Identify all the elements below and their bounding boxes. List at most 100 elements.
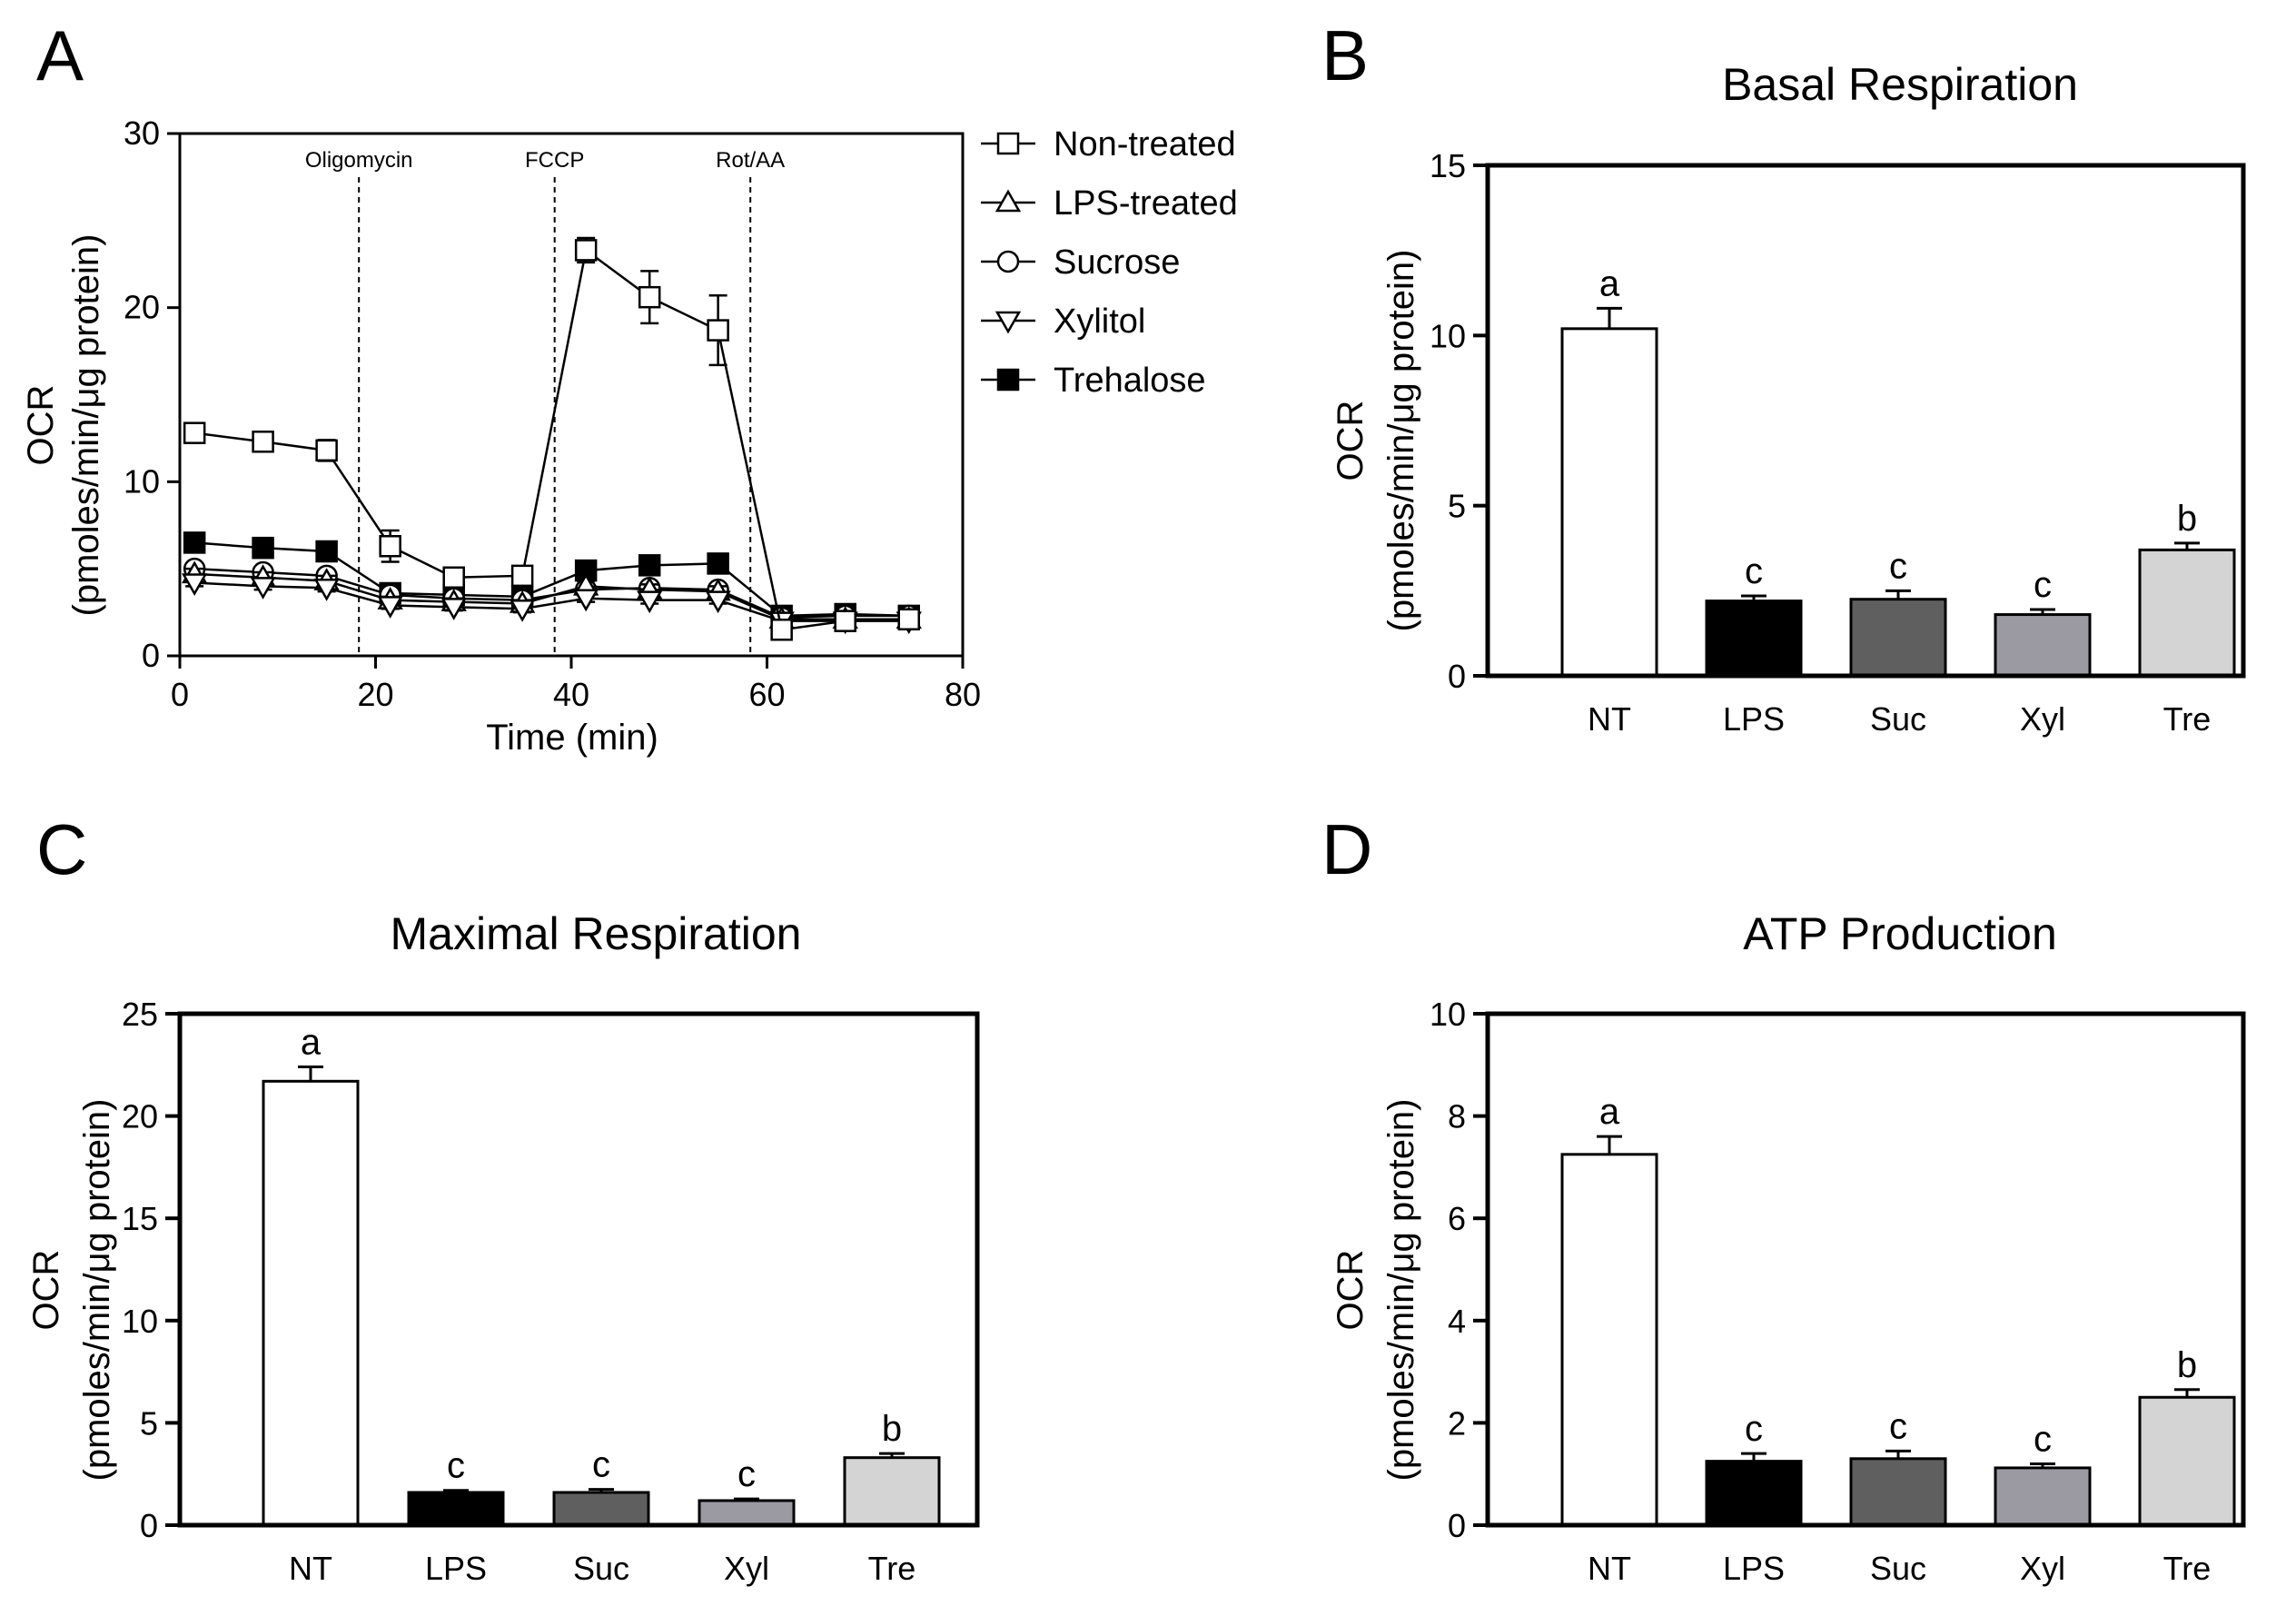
panel-a-plot: 0 10 20 30 0 20 40 60 80 Oligomycin FCCP Rot/AA (124, 114, 981, 713)
panel-a-legend: Non-treated LPS-treated Sucrose Xylitol Treh… (981, 125, 1238, 400)
panel-b-ytick-label: 5 (1448, 488, 1466, 525)
panel-c-ylabel: OCR (26, 1250, 66, 1331)
panel-b: B Basal Respiration a NT c LPS c Suc c Xyl b Tre 0… (1321, 15, 2246, 738)
data-point-xylitol (705, 590, 731, 614)
legend-marker-non-treated (996, 132, 1020, 155)
panel-c-bar-suc (552, 1491, 650, 1527)
panel-a-xtick-label: 80 (945, 676, 981, 713)
panel-b-xtick-label-tre: Tre (2163, 700, 2212, 738)
data-point-non-treated (897, 608, 920, 630)
panel-c-ytick-label: 20 (122, 1098, 158, 1135)
panel-d-bar-suc (1849, 1457, 1947, 1527)
data-point-non-treated (834, 610, 856, 632)
panel-d-ylabel-unit: (pmoles/min/μg protein) (1381, 1099, 1421, 1482)
panel-d-xtick-label-tre: Tre (2163, 1550, 2212, 1587)
panel-c-bar-nt (262, 1079, 360, 1527)
data-point-non-treated (574, 239, 598, 262)
panel-b-frame (1485, 163, 2246, 679)
panel-c-xtick-label-suc: Suc (573, 1550, 629, 1587)
panel-b-ytick-label: 15 (1430, 147, 1466, 184)
panel-d-bar-nt (1560, 1153, 1658, 1527)
panel-c-xtick-label-nt: NT (289, 1550, 332, 1587)
panel-c-sig-letter-lps: c (447, 1446, 465, 1486)
panel-b-sig-letter-nt: a (1599, 263, 1620, 303)
panel-a-xtick-label: 40 (553, 676, 589, 713)
panel-c-sig-letter-suc: c (592, 1445, 610, 1485)
panel-b-sig-letter-lps: c (1745, 551, 1763, 591)
panel-a-ytick-label: 0 (142, 637, 160, 674)
panel-d-xtick-label-lps: LPS (1723, 1550, 1785, 1587)
panel-b-letter: B (1321, 15, 1369, 95)
panel-c-title: Maximal Respiration (391, 908, 802, 959)
panel-b-bar-xyl (1994, 613, 2092, 678)
panel-c-bar-tre (843, 1456, 941, 1527)
panel-a-xtick-label: 0 (171, 676, 189, 713)
panel-d-sig-letter-tre: b (2177, 1345, 2197, 1385)
panel-d-sig-letter-suc: c (1889, 1406, 1907, 1446)
panel-c-bar-xyl (698, 1499, 796, 1527)
panel-b-sig-letter-tre: b (2177, 499, 2197, 539)
panel-b-bar-tre (2138, 548, 2236, 678)
panel-d-letter: D (1321, 809, 1372, 889)
panel-a-letter: A (36, 15, 84, 95)
panel-b-bar-suc (1849, 598, 1947, 678)
panel-c-xtick-label-xyl: Xyl (724, 1550, 769, 1587)
panel-a-xtick-label: 20 (357, 676, 393, 713)
legend-marker-sucrose (996, 250, 1020, 273)
panel-d-sig-letter-nt: a (1599, 1092, 1620, 1132)
panel-c-ytick-label: 10 (122, 1303, 158, 1340)
panel-d-ytick-label: 4 (1448, 1303, 1466, 1340)
data-point-xylitol (637, 590, 663, 614)
panel-a-injection-label: Rot/AA (716, 148, 785, 173)
panel-b-ytick-label: 10 (1430, 317, 1466, 354)
legend-label-lps-treated: LPS-treated (1054, 184, 1238, 223)
panel-d-frame (1485, 1011, 2246, 1528)
panel-c-xtick-label-tre: Tre (868, 1550, 916, 1587)
panel-d-ytick-label: 6 (1448, 1200, 1466, 1237)
panel-b-xtick-label-nt: NT (1588, 700, 1631, 738)
panel-d-ytick-label: 8 (1448, 1098, 1466, 1135)
data-point-non-treated (183, 421, 206, 444)
panel-a-injection-label: FCCP (525, 148, 584, 173)
panel-b-title: Basal Respiration (1722, 59, 2078, 110)
data-point-xylitol (440, 598, 467, 620)
panel-d-ytick-label: 0 (1448, 1507, 1466, 1544)
panel-b-sig-letter-suc: c (1889, 546, 1907, 586)
panel-c-sig-letter-xyl: c (737, 1454, 756, 1494)
panel-a-ytick-label: 30 (124, 114, 160, 152)
data-point-non-treated (638, 285, 661, 309)
panel-a-ylabel: OCR (21, 385, 61, 466)
panel-d-ytick-label: 10 (1430, 996, 1466, 1033)
data-point-non-treated (442, 566, 465, 589)
legend-label-trehalose: Trehalose (1054, 362, 1206, 400)
data-point-trehalose (183, 531, 206, 554)
panel-b-ylabel-unit: (pmoles/min/μg protein) (1381, 250, 1421, 632)
panel-c-ytick-label: 5 (140, 1404, 158, 1442)
legend-marker-trehalose (996, 368, 1020, 392)
panel-d-sig-letter-xyl: c (2034, 1419, 2052, 1459)
panel-c-ytick-label: 25 (122, 996, 158, 1033)
legend-label-non-treated: Non-treated (1054, 125, 1236, 164)
data-point-non-treated (770, 619, 793, 641)
legend-label-xylitol: Xylitol (1054, 302, 1145, 341)
panel-b-bar-lps (1705, 600, 1803, 678)
series-line-lps-treated (194, 572, 909, 620)
panel-c-bar-lps (407, 1491, 505, 1527)
panel-d-xtick-label-suc: Suc (1870, 1550, 1926, 1587)
panel-d-sig-letter-lps: c (1745, 1409, 1763, 1449)
data-point-trehalose (252, 536, 274, 560)
panel-c-sig-letter-nt: a (301, 1023, 322, 1063)
panel-a-xlabel: Time (min) (486, 718, 658, 758)
panel-d: D ATP Production a NT c LPS c Suc c Xyl b Tre 0 2 4 6… (1321, 809, 2246, 1587)
panel-d-bar-xyl (1994, 1466, 2092, 1527)
data-point-xylitol (313, 579, 340, 601)
panel-c-frame (177, 1011, 980, 1528)
data-point-non-treated (315, 439, 338, 462)
panel-a-ytick-label: 10 (124, 462, 160, 500)
series-line-sucrose (194, 567, 909, 620)
panel-b-xtick-label-suc: Suc (1870, 700, 1926, 738)
data-point-trehalose (638, 554, 661, 577)
data-point-non-treated (707, 319, 729, 342)
data-point-xylitol (509, 600, 536, 622)
